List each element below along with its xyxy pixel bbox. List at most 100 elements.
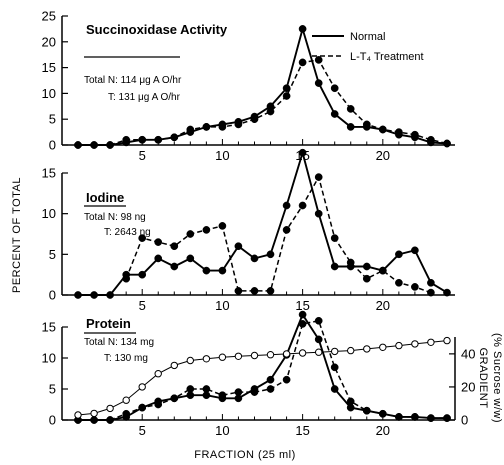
- panel-2-series-l-t-treatment-point: [122, 409, 131, 418]
- panel-2-series-gradient-point: [298, 349, 307, 357]
- panel-0-series-l-t-treatment-point: [443, 139, 451, 148]
- panel-2-series-gradient-point: [154, 370, 162, 378]
- panel-0-series-l-t-treatment-point: [314, 56, 323, 64]
- panel-0-series-l-t-treatment-point: [90, 141, 98, 149]
- panel-2-series-gradient-point: [331, 347, 339, 356]
- panel-2-series-gradient-point: [282, 350, 291, 358]
- panel-0-series-normal-line: [78, 25, 448, 146]
- panel-0-y-tick-label: 0: [49, 138, 56, 153]
- panel-2-series-l-t-treatment-point: [250, 388, 259, 396]
- panel-1-series-l-t-treatment-point: [266, 287, 275, 295]
- panel-1-series-normal-point: [314, 209, 323, 218]
- panel-0-series-l-t-treatment-point: [74, 141, 82, 149]
- panel-2-series-gradient-point: [363, 345, 371, 353]
- panel-0-x-tick-label: 10: [215, 148, 229, 163]
- panel-0-y-tick-label: 20: [42, 34, 56, 49]
- panel-1-y-tick-label: 5: [49, 247, 56, 262]
- panel-0-series-l-t-treatment-point: [266, 107, 275, 116]
- panel-1-series-normal-point: [170, 262, 179, 271]
- note-succinoxidase-normal: Total N: 114 μg A O/hr: [84, 75, 182, 86]
- panel-1-series-l-t-treatment-point: [202, 226, 211, 234]
- panel-1-series-normal-point: [395, 250, 403, 259]
- panel-1-series-normal-point: [411, 246, 419, 255]
- panel-2-series-l-t-treatment-point: [186, 385, 195, 393]
- panel-0-y-tick-label: 10: [42, 86, 56, 101]
- panel-1-series-l-t-treatment-point: [250, 287, 259, 295]
- series-layer: [74, 25, 451, 424]
- panel-2-series-l-t-treatment-point: [362, 406, 371, 415]
- panel-2-y-tick-label: 15: [42, 320, 56, 335]
- panel-1-series-normal-point: [218, 266, 227, 275]
- panel-0-series-l-t-treatment-point: [138, 135, 147, 144]
- panel-0-series-normal-point: [314, 79, 323, 87]
- panel-2-y-tick-label: 5: [49, 382, 56, 397]
- panel-title-protein: Protein: [86, 316, 131, 331]
- panel-0-series-l-t-treatment-point: [122, 135, 131, 144]
- panel-1-series-l-t-treatment-point: [427, 288, 435, 297]
- panel-2-series-gradient-line: [77, 340, 448, 416]
- panel-2-series-l-t-treatment-point: [154, 400, 163, 409]
- panel-1-series-l-t-treatment-point: [330, 234, 339, 242]
- panel-1-series-l-t-treatment-point: [170, 242, 179, 251]
- panel-1-series-normal-point: [138, 270, 147, 279]
- panel-0-x-tick-label: 5: [139, 148, 146, 163]
- panel-0-series-normal-point: [298, 25, 307, 33]
- note-protein-normal: Total N: 134 mg: [84, 337, 154, 348]
- panel-2-series-gradient-point: [170, 361, 179, 370]
- panel-2-series-gradient-point: [250, 351, 259, 360]
- panel-1-series-normal-point: [427, 278, 435, 287]
- panel-1-series-normal-point: [250, 254, 259, 263]
- panel-1-series-l-t-treatment-point: [138, 234, 147, 242]
- panel-2-series-l-t-treatment-point: [427, 414, 435, 422]
- panel-0-series-l-t-treatment-point: [202, 123, 211, 131]
- panel-2-series-gradient-point: [395, 341, 403, 350]
- panel-2-series-gradient-point: [234, 352, 243, 360]
- panel-1-series-normal-point: [298, 148, 307, 157]
- panel-2-series-normal-line: [78, 312, 447, 421]
- panel-1-series-l-t-treatment-point: [395, 278, 403, 287]
- panel-0-series-normal-point: [282, 84, 291, 93]
- panel-1-series-l-t-treatment-point: [346, 258, 355, 267]
- note-succinoxidase-treatment: T: 131 μg A O/hr: [108, 92, 181, 103]
- panel-1-y-tick-label: 10: [42, 206, 56, 221]
- x-axis-title: FRACTION (25 ml): [194, 449, 296, 461]
- panel-title-succinoxidase: Succinoxidase Activity: [86, 22, 228, 37]
- note-iodine-normal: Total N: 98 ng: [84, 212, 146, 223]
- panel-2-series-gradient-point: [122, 396, 130, 404]
- panel-0-series-l-t-treatment-point: [154, 135, 163, 144]
- panel-1-x-tick-label: 5: [139, 298, 146, 313]
- panel-0-series-l-t-treatment-point: [330, 84, 339, 93]
- panel-1-series-l-t-treatment-point: [282, 226, 291, 234]
- panel-1-series-l-t-treatment-point: [122, 274, 131, 283]
- panel-2-series-normal-point: [298, 310, 307, 319]
- panel-2-series-gradient-point: [427, 338, 435, 346]
- panel-1-series-l-t-treatment-point: [378, 266, 387, 275]
- panel-2-series-l-t-treatment-point: [218, 391, 227, 400]
- panel-2-series-gradient-point: [106, 404, 114, 413]
- right-axis-tick-label: 20: [461, 379, 475, 394]
- note-iodine-treatment: T: 2643 ng: [104, 227, 151, 238]
- panel-2-series-l-t-treatment-point: [138, 403, 147, 412]
- right-axis-tick-label: 0: [461, 413, 468, 428]
- axes-layer: 0510152025510152005101551015200510155101…: [42, 9, 476, 439]
- panel-1-series-normal-point: [362, 262, 371, 271]
- panel-0-series-l-t-treatment-point: [298, 58, 307, 67]
- panel-2-series-gradient-point: [74, 411, 82, 419]
- note-protein-treatment: T: 130 mg: [104, 353, 148, 364]
- panel-0-series-l-t-treatment-point: [250, 115, 259, 124]
- panel-1-series-normal-point: [106, 291, 114, 299]
- panel-0-y-tick-label: 5: [49, 112, 56, 127]
- panel-1-x-tick-label: 10: [215, 298, 229, 313]
- panel-2-series-gradient-point: [90, 409, 98, 418]
- panel-1-series-l-t-treatment-point: [298, 201, 307, 210]
- panel-2-series-l-t-treatment-point: [234, 388, 243, 396]
- panel-2-series-l-t-treatment-point: [395, 413, 403, 421]
- panel-2-y-tick-label: 10: [42, 351, 56, 366]
- legend: Normal L-T₄ Treatment: [312, 31, 424, 63]
- panel-0-series-l-t-treatment-point: [234, 120, 243, 129]
- panel-1-series-normal-point: [202, 266, 211, 275]
- panel-0-y-tick-label: 15: [42, 60, 56, 75]
- panel-0-series-l-t-treatment-point: [411, 130, 419, 139]
- panel-2-series-l-t-treatment-point: [282, 375, 291, 384]
